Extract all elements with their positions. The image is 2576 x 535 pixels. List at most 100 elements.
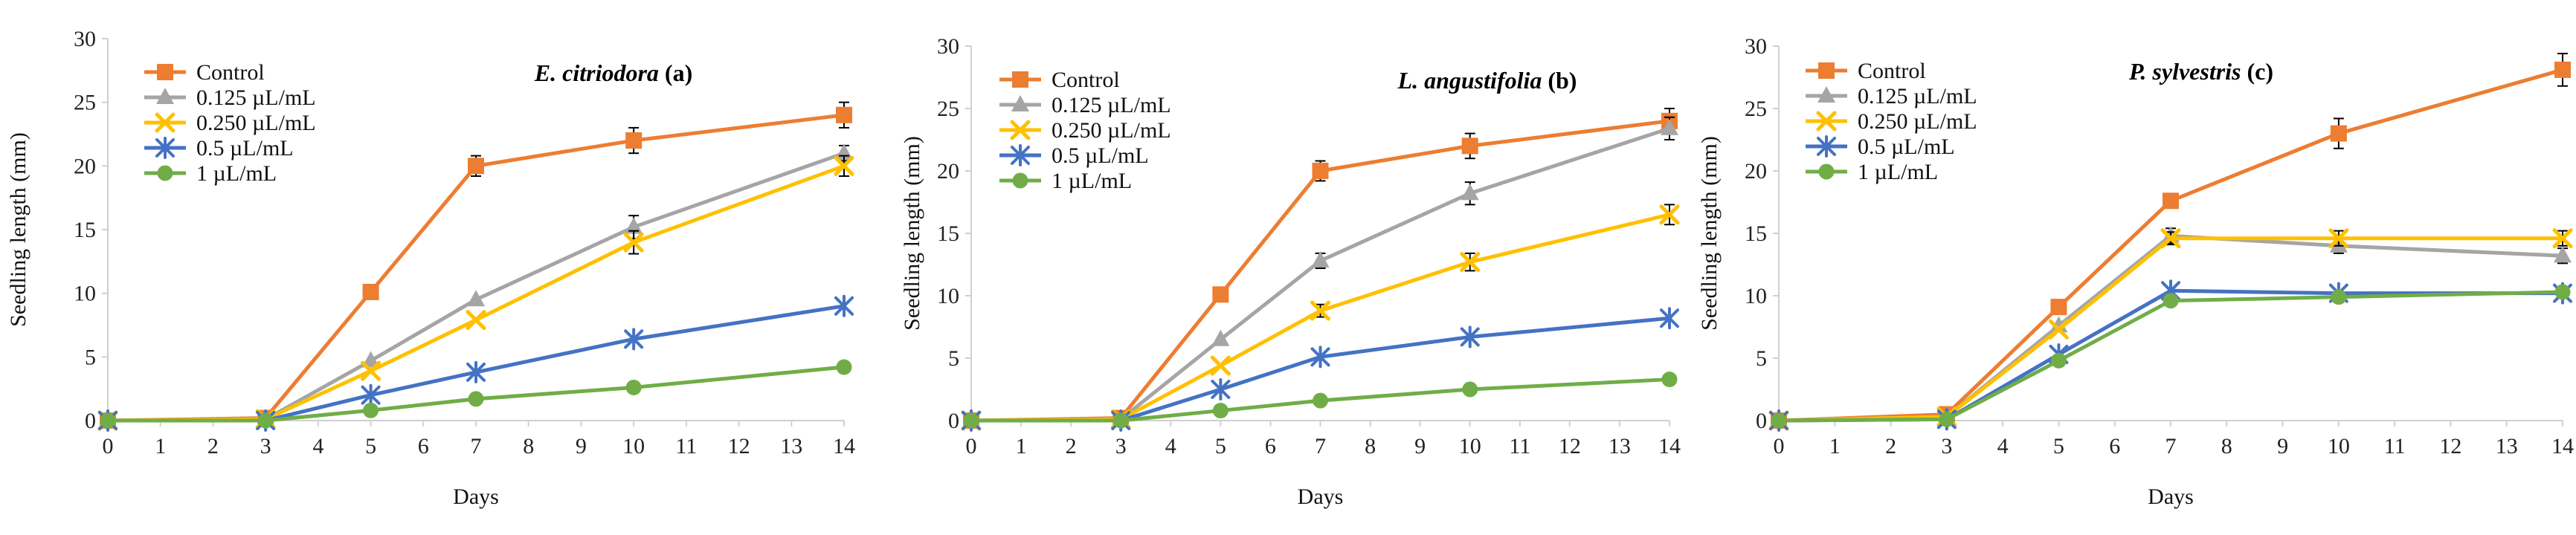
data-point-0-250	[2048, 319, 2069, 340]
chart-title: P. sylvestris (c)	[2128, 58, 2273, 85]
y-tick-label: 25	[937, 97, 959, 121]
y-tick-label: 0	[85, 409, 96, 433]
data-point-1	[257, 412, 274, 429]
legend-label-control: Control	[196, 60, 265, 85]
x-tick-label: 5	[1215, 434, 1226, 458]
x-tick-label: 1	[1016, 434, 1027, 458]
legend-marker-1	[1818, 163, 1835, 180]
series-0-5	[98, 294, 854, 432]
x-tick-label: 3	[260, 434, 271, 458]
x-tick-label: 2	[207, 434, 219, 458]
x-tick-label: 6	[1265, 434, 1276, 458]
legend-marker-1	[157, 165, 173, 181]
x-tick-label: 3	[1115, 434, 1127, 458]
y-tick-label: 30	[74, 27, 96, 51]
series-line-0-125	[1778, 233, 2563, 423]
y-tick-label: 5	[948, 346, 959, 371]
legend-label-0-250: 0.250 µL/mL	[196, 111, 316, 135]
x-tick-label: 5	[365, 434, 376, 458]
x-tick-label: 3	[1941, 434, 1952, 458]
legend-entry-0-125: 0.125 µL/mL	[999, 93, 1171, 117]
y-tick-label: 5	[85, 345, 96, 369]
series-line-0-250	[1778, 236, 2563, 423]
legend-entry-0-125: 0.125 µL/mL	[1806, 84, 1977, 108]
data-point-1	[468, 391, 484, 407]
legend-label-0-5: 0.5 µL/mL	[196, 136, 294, 160]
chart-title: E. citriodora (a)	[534, 59, 692, 86]
legend-entry-control: Control	[1806, 59, 1926, 83]
legend-label-1: 1 µL/mL	[196, 161, 277, 186]
legend-entry-control: Control	[144, 60, 265, 85]
series-line-1	[108, 365, 845, 423]
y-tick-label: 0	[1756, 409, 1767, 433]
y-tick-label: 30	[1745, 34, 1767, 59]
chart-title-suffix: (a)	[659, 59, 692, 86]
x-tick-label: 8	[2221, 434, 2232, 458]
legend-marker-control	[157, 64, 173, 80]
chart-title-suffix: (b)	[1542, 67, 1577, 94]
legend-marker-0-5	[1011, 144, 1030, 166]
x-tick-label: 0	[966, 434, 977, 458]
legend-marker-0-250	[1816, 111, 1837, 132]
x-tick-label: 10	[1459, 434, 1481, 458]
data-point-0-250	[1210, 355, 1231, 376]
data-point-0-5	[624, 328, 644, 351]
series-1	[963, 372, 1678, 429]
legend-label-0-125: 0.125 µL/mL	[1858, 84, 1977, 108]
x-tick-label: 2	[1885, 434, 1896, 458]
legend-entry-0-250: 0.250 µL/mL	[999, 118, 1171, 143]
y-tick-label: 30	[937, 34, 959, 59]
x-tick-label: 11	[675, 434, 697, 458]
x-tick-label: 0	[103, 434, 114, 458]
series-1	[1771, 284, 2571, 429]
x-tick-label: 9	[1414, 434, 1426, 458]
series-0-125	[1770, 226, 2572, 427]
data-point-0-125	[2554, 246, 2572, 263]
y-tick-label: 10	[1745, 284, 1767, 308]
data-point-0-5	[1211, 378, 1231, 401]
data-point-1	[963, 412, 979, 429]
legend-entry-control: Control	[999, 68, 1120, 92]
chart-title-species: P. sylvestris	[2128, 58, 2241, 85]
x-axis-title: Days	[2148, 484, 2194, 509]
legend-entry-0-5: 0.5 µL/mL	[1806, 134, 1955, 159]
data-point-0-125	[1211, 329, 1230, 346]
y-axis-title: Seedling length (mm)	[900, 136, 924, 331]
x-tick-label: 9	[576, 434, 587, 458]
x-tick-label: 13	[780, 434, 802, 458]
data-point-1	[1212, 403, 1229, 419]
x-tick-label: 6	[418, 434, 429, 458]
data-point-control	[468, 158, 484, 175]
legend-marker-0-125	[1817, 86, 1835, 103]
legend-marker-0-5	[1817, 135, 1836, 158]
legend-entry-0-5: 0.5 µL/mL	[144, 136, 294, 160]
data-point-control	[1461, 137, 1478, 155]
y-tick-label: 10	[937, 284, 959, 308]
y-tick-label: 10	[74, 282, 96, 306]
legend-label-0-5: 0.5 µL/mL	[1858, 134, 1955, 159]
legend-label-0-5: 0.5 µL/mL	[1052, 143, 1149, 168]
x-tick-label: 4	[312, 434, 323, 458]
y-axis-title: Seedling length (mm)	[6, 132, 30, 327]
series-0-125	[99, 143, 853, 427]
x-tick-label: 6	[2109, 434, 2120, 458]
data-point-1	[836, 359, 852, 375]
x-tick-label: 10	[622, 434, 645, 458]
series-line-0-5	[1778, 288, 2563, 423]
legend-label-0-125: 0.125 µL/mL	[1052, 93, 1171, 117]
legend-entry-1: 1 µL/mL	[1806, 160, 1938, 184]
x-tick-label: 12	[1559, 434, 1581, 458]
chart-title-species: L. angustifolia	[1397, 67, 1542, 94]
series-line-control	[1778, 68, 2563, 423]
data-point-1	[1112, 412, 1129, 429]
data-point-0-250	[2160, 228, 2181, 249]
y-tick-label: 25	[74, 91, 96, 115]
data-point-0-5	[1310, 346, 1330, 369]
data-point-0-125	[1311, 250, 1330, 268]
data-point-0-250	[623, 232, 644, 253]
chart-title: L. angustifolia (b)	[1397, 67, 1577, 94]
data-point-1	[1771, 412, 1787, 429]
data-point-control	[1312, 163, 1329, 179]
